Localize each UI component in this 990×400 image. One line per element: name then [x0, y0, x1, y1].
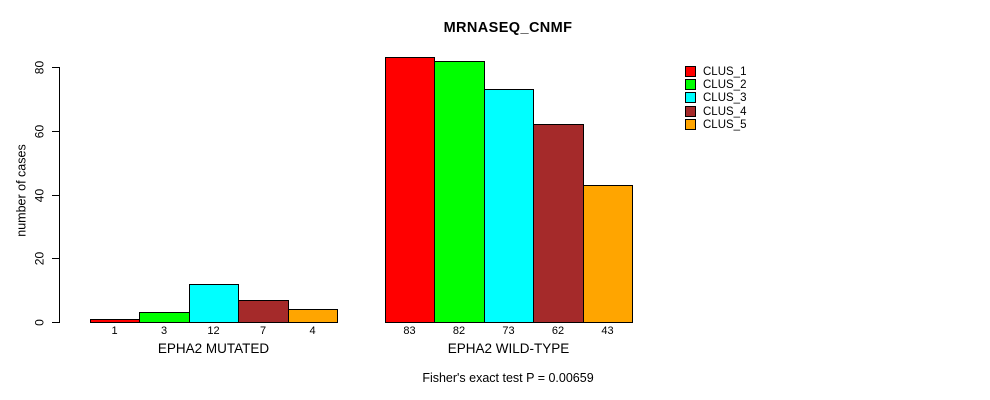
y-axis-tick-label: 20	[32, 251, 47, 266]
bar-clus_4	[238, 300, 289, 323]
y-axis-tick	[52, 258, 60, 259]
y-axis-tick	[52, 195, 60, 196]
bar-clus_3	[484, 89, 534, 323]
bar-value-label: 7	[259, 325, 267, 337]
y-axis-title: number of cases	[14, 144, 29, 237]
legend-swatch	[685, 106, 696, 117]
y-axis-tick-label: 80	[32, 60, 47, 75]
bar-clus_2	[139, 312, 190, 323]
bar-clus_5	[288, 309, 338, 323]
y-axis-tick-label: 40	[32, 188, 47, 203]
bar-value-label: 43	[601, 325, 614, 337]
bar-clus_1	[385, 57, 435, 323]
bar-value-label: 62	[551, 325, 565, 337]
bar-value-label: 82	[452, 325, 466, 337]
legend-swatch	[685, 119, 696, 130]
y-axis-tick-label: 0	[32, 319, 47, 326]
chart-title: MRNASEQ_CNMF	[443, 20, 573, 36]
bar-value-label: 83	[403, 325, 416, 337]
bar-clus_4	[533, 124, 584, 323]
y-axis-tick-label: 60	[32, 124, 47, 139]
legend-label: CLUS_3	[703, 92, 747, 104]
fisher-test-annotation: Fisher's exact test P = 0.00659	[422, 371, 594, 385]
group-label: EPHA2 MUTATED	[157, 341, 270, 356]
legend-swatch	[685, 92, 696, 103]
legend-swatch	[685, 66, 696, 77]
legend-swatch	[685, 79, 696, 90]
bar-clus_2	[434, 61, 485, 323]
legend-label: CLUS_2	[703, 79, 747, 91]
legend-label: CLUS_5	[703, 119, 747, 131]
bar-value-label: 73	[502, 325, 515, 337]
legend-label: CLUS_1	[703, 66, 747, 78]
y-axis-tick	[52, 67, 60, 68]
bar-clus_5	[583, 185, 633, 323]
group-label: EPHA2 WILD-TYPE	[447, 341, 570, 356]
bar-clus_1	[90, 319, 140, 323]
legend-label: CLUS_4	[703, 106, 747, 118]
y-axis-tick	[52, 131, 60, 132]
bar-value-label: 12	[207, 325, 220, 337]
bar-clus_3	[189, 284, 239, 323]
bar-value-label: 1	[111, 325, 118, 337]
y-axis-tick	[52, 322, 60, 323]
bar-value-label: 3	[160, 325, 168, 337]
bar-value-label: 4	[309, 325, 316, 337]
